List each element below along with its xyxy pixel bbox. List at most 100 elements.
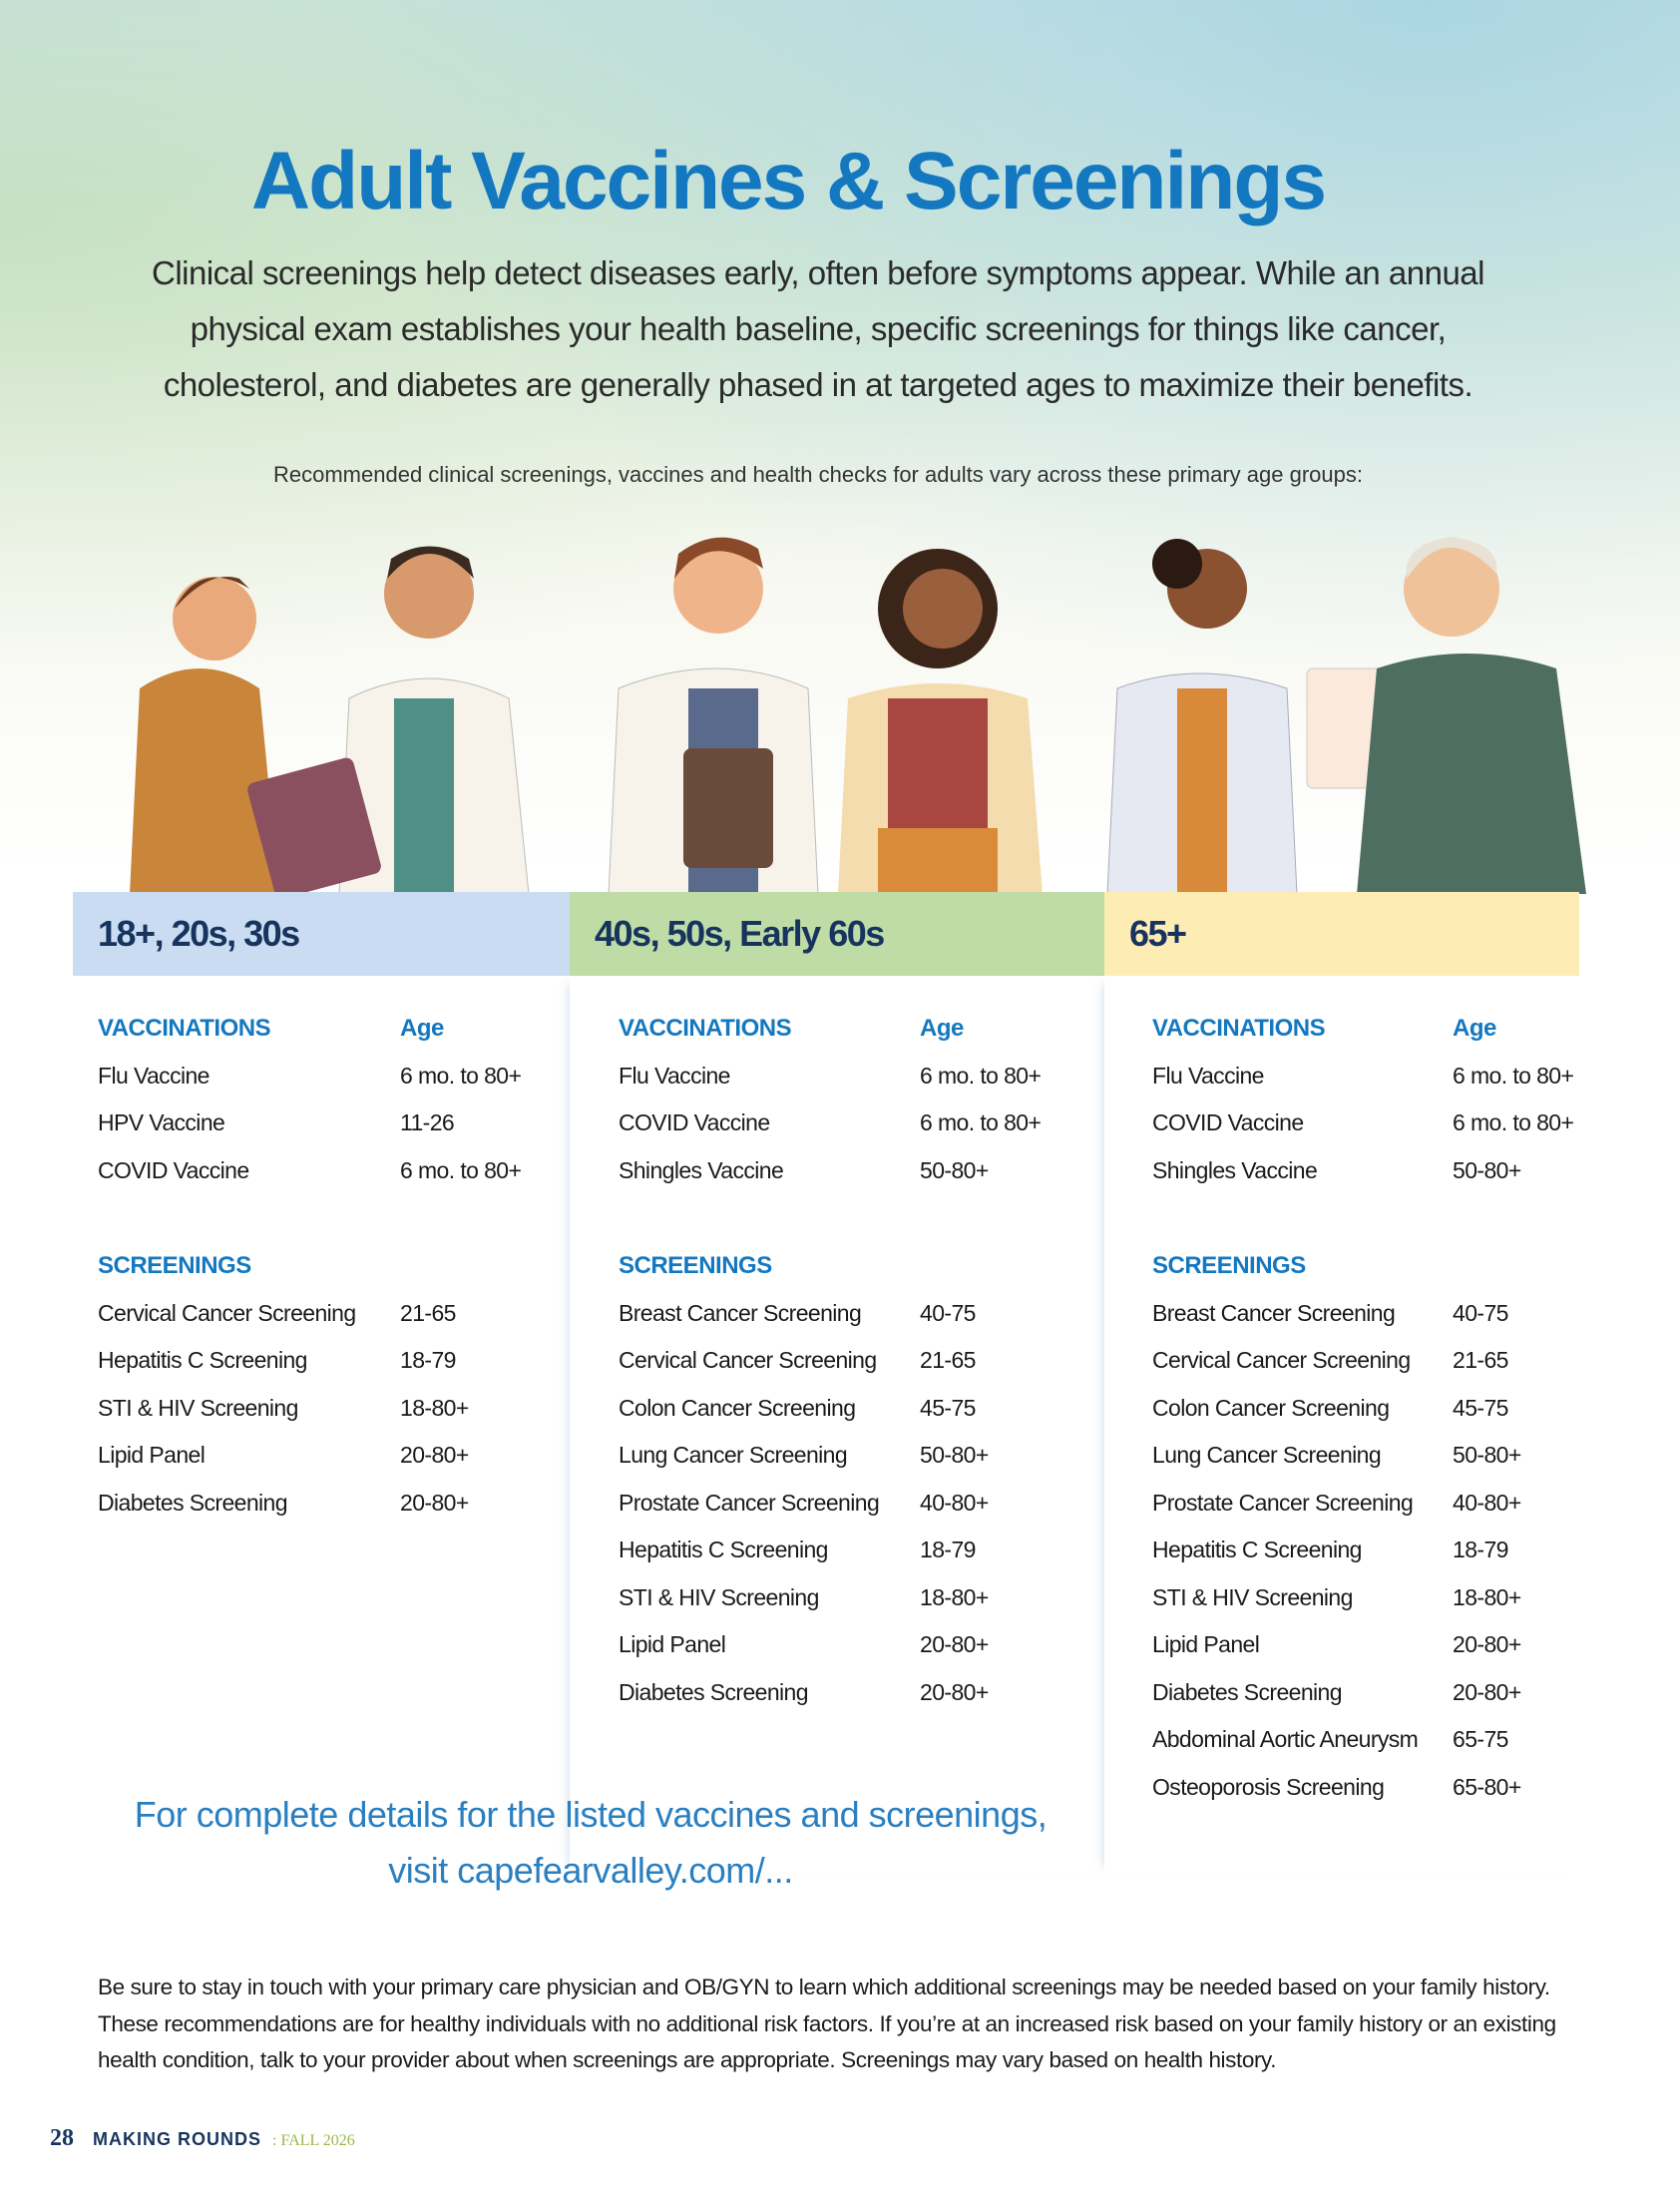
item-age: 11-26	[400, 1109, 455, 1135]
item-name: Prostate Cancer Screening	[1152, 1489, 1414, 1516]
item-name: Osteoporosis Screening	[1152, 1773, 1385, 1800]
item-age: 6 mo. to 80+	[400, 1156, 522, 1183]
item-name: Hepatitis C Screening	[619, 1537, 828, 1562]
subtitle: Recommended clinical screenings, vaccine…	[273, 462, 1363, 487]
cta-line: For complete details for the listed vacc…	[134, 1794, 1048, 1835]
person	[1106, 539, 1398, 894]
item-age: 20-80+	[920, 1631, 989, 1657]
item-age: 50-80+	[1453, 1442, 1521, 1468]
item-name: Shingles Vaccine	[619, 1156, 784, 1183]
item-name: Abdominal Aortic Aneurysm	[1152, 1726, 1419, 1752]
item-name: Hepatitis C Screening	[1152, 1537, 1362, 1562]
item-age: 21-65	[920, 1347, 976, 1373]
person	[838, 549, 1043, 894]
person	[608, 537, 819, 894]
column-background	[1104, 976, 1579, 1874]
item-name: Hepatitis C Screening	[98, 1347, 307, 1373]
item-name: Flu Vaccine	[619, 1062, 730, 1089]
item-age: 40-75	[920, 1299, 976, 1326]
section-label: VACCINATIONS	[1152, 1015, 1326, 1042]
section-label: VACCINATIONS	[98, 1015, 271, 1042]
item-age: 21-65	[400, 1299, 456, 1326]
title: Adult Vaccines & Screenings	[250, 136, 1327, 226]
item-name: Lipid Panel	[1152, 1631, 1260, 1657]
item-name: Lung Cancer Screening	[619, 1442, 848, 1468]
column-background	[73, 976, 570, 1874]
person	[1357, 537, 1586, 894]
item-age: 20-80+	[1453, 1678, 1521, 1705]
item-name: Cervical Cancer Screening	[98, 1299, 356, 1326]
item-name: Lung Cancer Screening	[1152, 1442, 1382, 1468]
item-name: STI & HIV Screening	[1152, 1583, 1353, 1610]
item-name: Diabetes Screening	[1152, 1678, 1343, 1705]
item-name: COVID Vaccine	[1152, 1109, 1304, 1135]
item-age: 6 mo. to 80+	[1453, 1109, 1574, 1135]
page-number: 28	[50, 2125, 74, 2151]
item-age: 21-65	[1453, 1347, 1508, 1373]
item-name: HPV Vaccine	[98, 1109, 225, 1135]
item-age: 6 mo. to 80+	[920, 1062, 1042, 1089]
item-age: 20-80+	[920, 1678, 989, 1705]
item-age: 50-80+	[1453, 1156, 1521, 1183]
item-name: Diabetes Screening	[619, 1678, 809, 1705]
item-name: Breast Cancer Screening	[1152, 1299, 1396, 1326]
person	[130, 577, 279, 894]
item-age: 50-80+	[920, 1442, 989, 1468]
age-label: Age	[920, 1015, 964, 1042]
item-name: STI & HIV Screening	[98, 1394, 298, 1421]
item-age: 18-79	[920, 1537, 976, 1562]
illustration	[130, 537, 1586, 894]
item-age: 20-80+	[400, 1489, 469, 1516]
age-label: Age	[1453, 1015, 1496, 1042]
item-name: Lipid Panel	[98, 1442, 206, 1468]
intro-line: Clinical screenings help detect diseases…	[152, 254, 1485, 291]
column-heading: 18+, 20s, 30s	[73, 892, 570, 976]
item-age: 18-79	[400, 1347, 456, 1373]
item-age: 45-75	[920, 1394, 976, 1421]
section-label: SCREENINGS	[1152, 1252, 1306, 1279]
cta-line: visit capefearvalley.com/...	[388, 1850, 793, 1891]
item-age: 45-75	[1453, 1394, 1508, 1421]
item-age: 40-80+	[920, 1489, 989, 1516]
item-name: Diabetes Screening	[98, 1489, 288, 1516]
item-age: 6 mo. to 80+	[1453, 1062, 1574, 1089]
item-age: 50-80+	[920, 1156, 989, 1183]
item-name: Colon Cancer Screening	[619, 1394, 856, 1421]
note-line: health condition, talk to your provider …	[98, 2047, 1277, 2072]
item-age: 65-80+	[1453, 1773, 1521, 1800]
item-age: 18-80+	[400, 1394, 469, 1421]
item-name: Cervical Cancer Screening	[1152, 1347, 1411, 1373]
intro-line: physical exam establishes your health ba…	[190, 310, 1447, 347]
item-name: COVID Vaccine	[619, 1109, 770, 1135]
column-heading: 65+	[1104, 892, 1579, 976]
item-name: Cervical Cancer Screening	[619, 1347, 877, 1373]
item-name: Breast Cancer Screening	[619, 1299, 862, 1326]
note-line: Be sure to stay in touch with your prima…	[98, 1975, 1550, 1999]
column-heading: 40s, 50s, Early 60s	[570, 892, 1104, 976]
item-age: 65-75	[1453, 1726, 1508, 1752]
note-line: These recommendations are for healthy in…	[98, 2011, 1556, 2036]
item-age: 20-80+	[400, 1442, 469, 1468]
item-age: 40-80+	[1453, 1489, 1521, 1516]
item-age: 6 mo. to 80+	[920, 1109, 1042, 1135]
item-name: Flu Vaccine	[1152, 1062, 1264, 1089]
item-name: Shingles Vaccine	[1152, 1156, 1318, 1183]
item-age: 40-75	[1453, 1299, 1508, 1326]
section-label: VACCINATIONS	[619, 1015, 792, 1042]
item-name: COVID Vaccine	[98, 1156, 249, 1183]
magazine-name: MAKING ROUNDS	[93, 2129, 262, 2149]
intro-line: cholesterol, and diabetes are generally …	[163, 366, 1473, 403]
person	[247, 546, 530, 894]
item-age: 18-80+	[920, 1583, 989, 1610]
item-age: 6 mo. to 80+	[400, 1062, 522, 1089]
issue: : FALL 2026	[272, 2132, 355, 2149]
age-label: Age	[400, 1015, 444, 1042]
item-name: Flu Vaccine	[98, 1062, 210, 1089]
item-age: 18-80+	[1453, 1583, 1521, 1610]
section-label: SCREENINGS	[98, 1252, 251, 1279]
section-label: SCREENINGS	[619, 1252, 772, 1279]
item-name: STI & HIV Screening	[619, 1583, 819, 1610]
item-age: 18-79	[1453, 1537, 1508, 1562]
column-background	[570, 976, 1104, 1874]
